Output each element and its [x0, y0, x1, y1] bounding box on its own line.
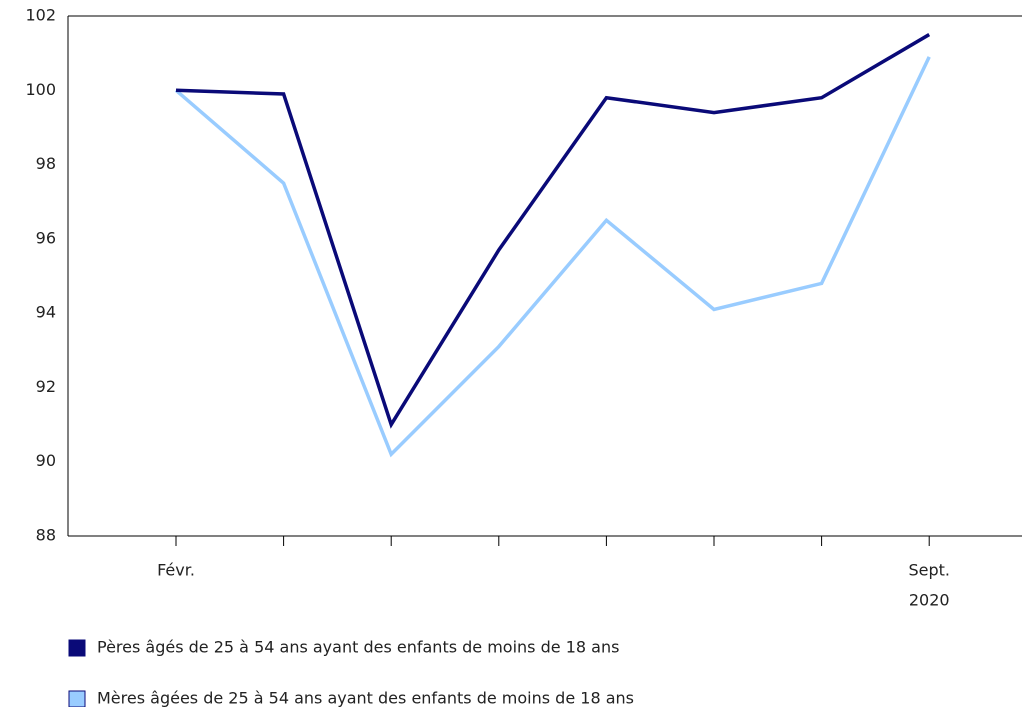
x-tick-label: Févr. [157, 561, 195, 580]
y-tick-label: 90 [36, 451, 56, 470]
y-tick-label: 100 [25, 80, 56, 99]
x-tick-label: Sept. [908, 561, 950, 580]
legend-swatch [68, 639, 86, 657]
legend-label: Pères âgés de 25 à 54 ans ayant des enfa… [97, 638, 619, 657]
legend-swatch [68, 690, 86, 707]
y-tick-label: 92 [36, 377, 56, 396]
series-line [175, 33, 931, 429]
y-tick-label: 88 [36, 526, 56, 545]
legend-label: Mères âgées de 25 à 54 ans ayant des enf… [97, 689, 634, 707]
y-tick-label: 96 [36, 228, 56, 247]
y-tick-label: 94 [36, 303, 56, 322]
annotation: 2020 [909, 591, 950, 610]
series-line [174, 56, 931, 458]
y-tick-label: 98 [36, 154, 56, 173]
y-tick-label: 102 [25, 6, 56, 25]
